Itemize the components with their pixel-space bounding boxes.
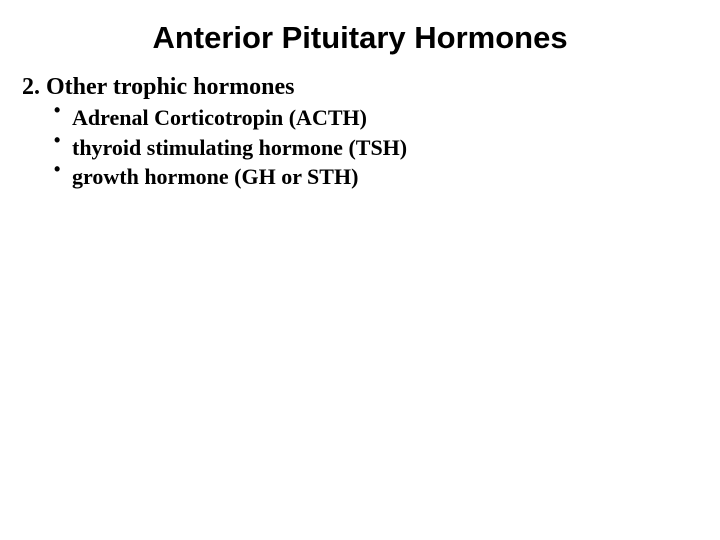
section-heading: 2. Other trophic hormones — [0, 74, 720, 101]
list-item: thyroid stimulating hormone (TSH) — [72, 133, 720, 163]
bullet-list: Adrenal Corticotropin (ACTH) thyroid sti… — [0, 103, 720, 192]
list-item: growth hormone (GH or STH) — [72, 162, 720, 192]
slide-title: Anterior Pituitary Hormones — [0, 20, 720, 56]
slide-container: Anterior Pituitary Hormones 2. Other tro… — [0, 0, 720, 540]
list-item: Adrenal Corticotropin (ACTH) — [72, 103, 720, 133]
